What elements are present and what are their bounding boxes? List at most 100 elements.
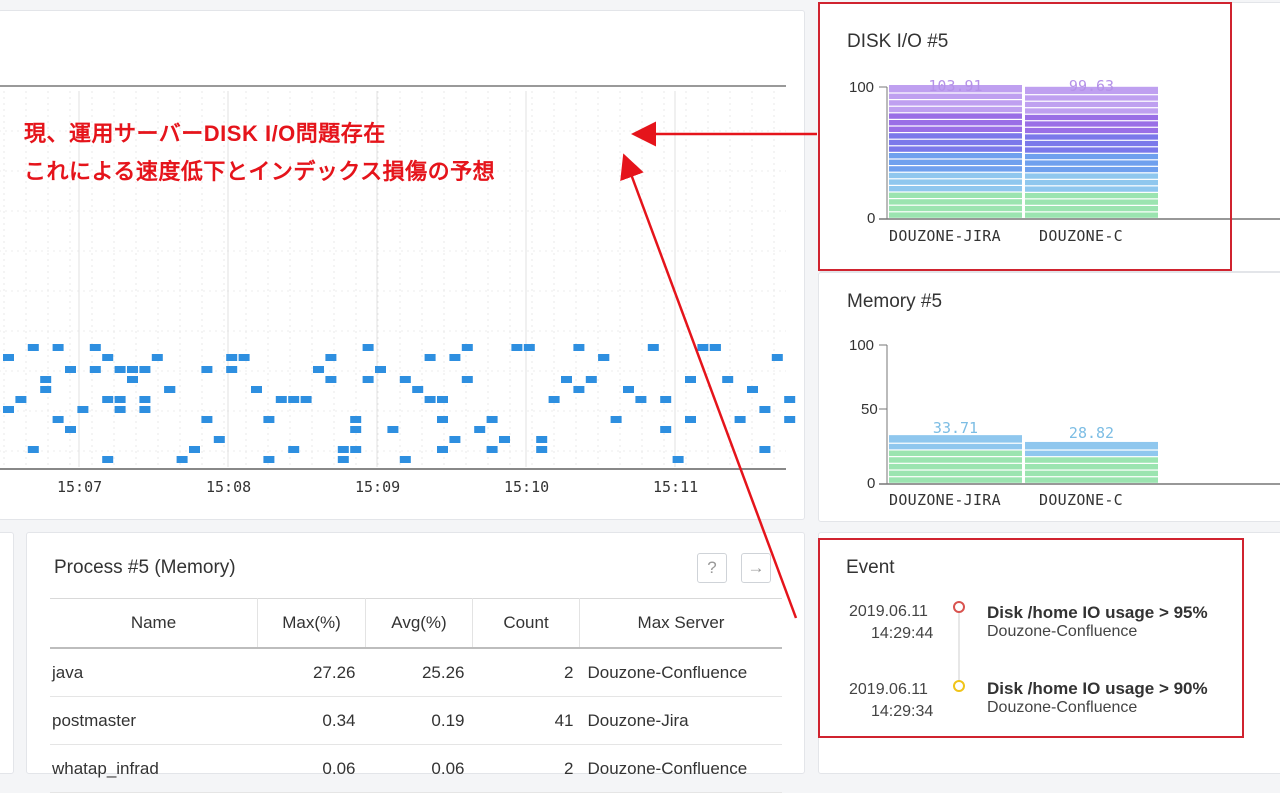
bar-stripe	[1025, 443, 1158, 450]
timeline-x-tick: 15:09	[355, 478, 401, 496]
timeline-point	[40, 386, 52, 393]
timeline-point	[65, 366, 76, 373]
col-max[interactable]: Max(%)	[257, 598, 366, 649]
timeline-point	[784, 416, 796, 423]
disk-io-chart	[879, 85, 1280, 220]
timeline-point	[325, 354, 337, 361]
timeline-point	[486, 446, 498, 453]
bar-stripe	[889, 450, 1022, 457]
help-icon[interactable]: ?	[697, 553, 727, 583]
col-avg[interactable]: Avg(%)	[365, 598, 473, 649]
timeline-point	[288, 446, 300, 453]
table-row[interactable]: whatap_infrad 0.06 0.06 2 Douzone-Conflu…	[50, 744, 782, 793]
bar-stripe	[889, 470, 1022, 477]
cell-avg: 25.26	[365, 648, 473, 697]
cell-count: 41	[472, 696, 580, 745]
bar-stripe	[889, 126, 1022, 132]
bar-stripe	[1025, 153, 1158, 160]
event-card: Event 2019.06.11 14:29:44 Disk /home IO …	[818, 532, 1280, 774]
timeline-x-tick: 15:10	[504, 478, 550, 496]
col-name[interactable]: Name	[50, 598, 258, 649]
bar-stripe	[1025, 457, 1158, 463]
bar-stripe	[1025, 160, 1158, 166]
timeline-point	[412, 386, 424, 393]
timeline-point	[449, 354, 461, 361]
timeline-point	[176, 456, 188, 463]
bar-stripe	[1025, 127, 1158, 134]
event-time: 14:29:34	[871, 703, 934, 720]
bar-stripe	[889, 463, 1022, 470]
col-max-server[interactable]: Max Server	[579, 598, 782, 649]
timeline-point	[561, 376, 572, 383]
bar-stripe	[1025, 134, 1158, 140]
event-title: Event	[846, 557, 895, 578]
timeline-point	[536, 436, 548, 443]
timeline-point	[685, 416, 696, 423]
disk-io-y-max: 100	[849, 79, 875, 96]
cell-max: 0.34	[257, 696, 366, 745]
table-row[interactable]: postmaster 0.34 0.19 41 Douzone-Jira	[50, 696, 782, 745]
memory-title: Memory #5	[847, 291, 943, 312]
bar-stripe	[889, 186, 1022, 192]
timeline-point	[449, 436, 461, 443]
event-time: 14:29:44	[871, 625, 934, 642]
timeline-point	[139, 406, 151, 413]
bar-stripe	[1025, 205, 1158, 212]
timeline-point	[685, 376, 696, 383]
timeline-point	[139, 366, 151, 373]
timeline-point	[647, 344, 659, 351]
timeline-point	[89, 344, 101, 351]
col-count[interactable]: Count	[472, 598, 580, 649]
timeline-point	[15, 396, 27, 403]
timeline-point	[350, 446, 362, 453]
timeline-point	[672, 456, 684, 463]
bar-stripe	[889, 93, 1022, 99]
process-title: Process #5 (Memory)	[54, 557, 236, 578]
event-highlight	[818, 538, 1244, 738]
bar-stripe	[889, 199, 1022, 205]
timeline-point	[27, 446, 39, 453]
timeline-point	[337, 446, 349, 453]
timeline-point	[275, 396, 287, 403]
timeline-point	[114, 396, 126, 403]
cell-server: Douzone-Confluence	[579, 744, 782, 793]
timeline-point	[65, 426, 76, 433]
timeline-x-tick: 15:07	[57, 478, 103, 496]
bar-stripe	[1025, 212, 1158, 218]
timeline-chart	[0, 85, 796, 470]
event-status-icon	[953, 601, 965, 613]
cell-count: 2	[472, 744, 580, 793]
timeline-point	[437, 416, 448, 423]
bar-stripe	[889, 192, 1022, 198]
process-left-stub	[0, 532, 14, 774]
bar-stripe	[889, 159, 1022, 165]
memory-label-jira: DOUZONE-JIRA	[889, 491, 1001, 509]
bar-stripe	[1025, 108, 1158, 114]
timeline-point	[399, 376, 411, 383]
bar-stripe	[1025, 463, 1158, 470]
bar	[889, 435, 1022, 439]
timeline-point	[759, 406, 771, 413]
timeline-point	[362, 344, 374, 351]
disk-io-y-min: 0	[867, 210, 876, 227]
bar	[889, 85, 1022, 88]
timeline-point	[263, 456, 275, 463]
timeline-point	[610, 416, 622, 423]
memory-card: Memory #5 100 50 0 33.71 28.82 DOUZONE-J…	[818, 272, 1280, 522]
timeline-point	[151, 354, 163, 361]
timeline-point	[747, 386, 758, 393]
bar	[1025, 441, 1158, 445]
timeline-point	[437, 396, 448, 403]
timeline-point	[114, 366, 126, 373]
arrow-right-icon[interactable]: →	[741, 553, 771, 583]
bar-stripe	[1025, 192, 1158, 199]
bar-stripe	[1025, 121, 1158, 127]
timeline-point	[585, 376, 597, 383]
timeline-point	[474, 426, 486, 433]
timeline-point	[102, 456, 114, 463]
annotation-line-1: 現、運用サーバーDISK I/O問題存在	[24, 121, 386, 146]
table-row[interactable]: java 27.26 25.26 2 Douzone-Confluence	[50, 648, 782, 697]
process-table: Name Max(%) Avg(%) Count Max Server java…	[50, 598, 782, 793]
timeline-point	[3, 354, 14, 361]
timeline-point	[375, 366, 386, 373]
